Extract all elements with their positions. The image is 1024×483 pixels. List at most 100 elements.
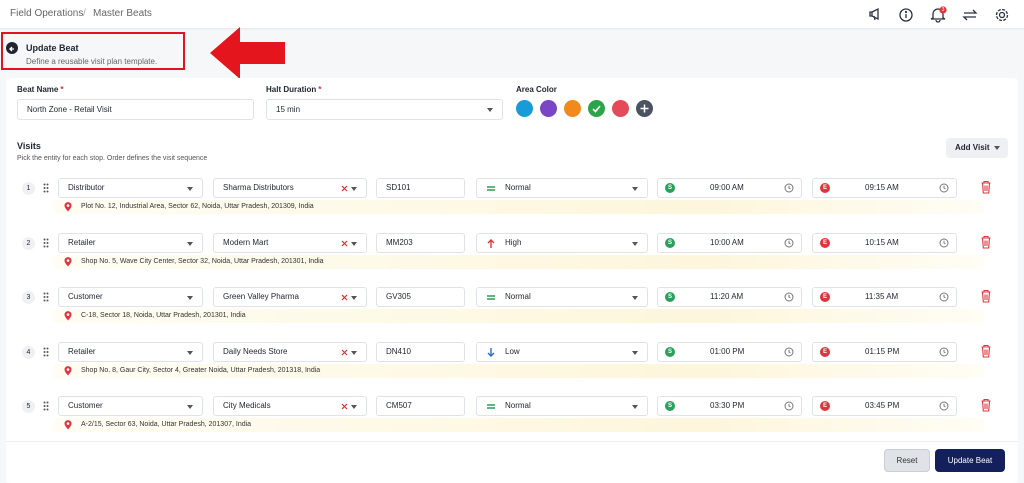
caret — [351, 350, 357, 355]
entity-select[interactable]: Green Valley Pharma — [213, 287, 367, 308]
section-title: Visits — [17, 141, 41, 151]
priority-select[interactable]: Low — [476, 341, 648, 362]
start-time[interactable]: S 10:00 AM — [657, 232, 802, 253]
drag-handle[interactable] — [43, 401, 49, 411]
priority-select[interactable]: Normal — [476, 396, 648, 417]
clock-icon[interactable] — [939, 401, 949, 411]
delete-icon-part — [981, 290, 991, 303]
select-value: Customer — [68, 292, 103, 302]
address-strip — [54, 200, 984, 214]
start-time[interactable]: S 11:20 AM — [657, 287, 802, 308]
end-time[interactable]: E 11:35 AM — [812, 287, 957, 308]
code-input[interactable]: GV305 — [376, 287, 465, 308]
entity-select[interactable]: Modern Mart — [213, 232, 367, 253]
clock-icon[interactable] — [784, 183, 794, 193]
delete-icon[interactable] — [980, 289, 992, 303]
color-swatch[interactable] — [564, 100, 581, 117]
time-badge: E — [820, 292, 830, 303]
clear-icon[interactable] — [341, 294, 348, 301]
clock-icon-part — [784, 292, 794, 302]
drag-handle[interactable] — [43, 292, 49, 302]
delete-icon[interactable] — [980, 235, 992, 249]
info-icon[interactable] — [899, 8, 913, 22]
delete-icon[interactable] — [980, 180, 992, 194]
start-time[interactable]: S 03:30 PM — [657, 396, 802, 417]
code-input[interactable]: MM203 — [376, 232, 465, 253]
clock-icon-part — [788, 349, 791, 354]
priority-icon — [487, 347, 495, 357]
divider — [6, 441, 1018, 442]
code-input[interactable]: CM507 — [376, 396, 465, 417]
select-value: Sharma Distributors — [223, 183, 294, 192]
priority-icon-part — [487, 186, 495, 191]
time-value: 03:30 PM — [710, 401, 745, 411]
add-color-button[interactable] — [636, 100, 653, 117]
clock-icon[interactable] — [784, 292, 794, 302]
type-select[interactable]: Distributor — [58, 178, 203, 198]
pin-icon — [64, 420, 72, 430]
code-input[interactable]: SD101 — [376, 178, 465, 198]
start-time[interactable]: S 09:00 AM — [657, 178, 802, 198]
back-button[interactable] — [6, 42, 18, 54]
delete-icon[interactable] — [980, 398, 992, 412]
clear-icon[interactable] — [341, 403, 348, 410]
type-select[interactable]: Retailer — [58, 232, 203, 253]
color-swatch[interactable] — [516, 100, 533, 117]
end-time[interactable]: E 03:45 PM — [812, 396, 957, 417]
end-time[interactable]: E 01:15 PM — [812, 341, 957, 362]
priority-select[interactable]: Normal — [476, 287, 648, 308]
select-value: City Medicals — [223, 401, 271, 411]
entity-select[interactable]: Daily Needs Store — [213, 341, 367, 362]
halt-duration-select[interactable]: 15 min — [266, 99, 503, 120]
drag-handle-part — [43, 401, 46, 404]
end-time[interactable]: E 10:15 AM — [812, 232, 957, 253]
caret — [351, 405, 357, 410]
clock-icon[interactable] — [939, 292, 949, 302]
address-strip — [54, 309, 984, 324]
priority-select[interactable]: Normal — [476, 178, 648, 198]
delete-icon-part — [981, 344, 991, 358]
clock-icon[interactable] — [784, 238, 794, 248]
entity-select[interactable]: City Medicals — [213, 396, 367, 417]
select-value: Daily Needs Store — [223, 346, 288, 356]
clock-icon[interactable] — [939, 183, 949, 193]
clear-icon[interactable] — [341, 185, 348, 192]
time-value: 03:45 PM — [865, 401, 900, 411]
delete-icon[interactable] — [980, 344, 992, 358]
clock-icon[interactable] — [784, 347, 794, 357]
clock-icon-part — [939, 183, 949, 193]
drag-handle[interactable] — [43, 347, 49, 357]
type-select[interactable]: Customer — [58, 396, 203, 417]
start-time[interactable]: S 01:00 PM — [657, 341, 802, 362]
add-visit-button[interactable]: Add Visit — [946, 138, 1008, 158]
type-select[interactable]: Retailer — [58, 341, 203, 362]
code-input[interactable]: DN410 — [376, 341, 465, 362]
clear-icon[interactable] — [341, 240, 348, 247]
drag-handle-part — [43, 350, 46, 353]
clock-icon-part — [939, 347, 949, 357]
settings-icon[interactable] — [998, 11, 1006, 19]
drag-handle[interactable] — [43, 238, 49, 248]
entity-select[interactable]: Sharma Distributors — [213, 178, 367, 198]
clear-icon-part — [341, 349, 348, 356]
toolbar-icons[interactable] — [868, 6, 1018, 24]
clock-icon[interactable] — [939, 347, 949, 357]
swap-icon[interactable] — [962, 9, 978, 21]
type-select[interactable]: Customer — [58, 287, 203, 308]
clock-icon[interactable] — [939, 238, 949, 248]
megaphone-icon[interactable] — [869, 7, 879, 21]
drag-handle-part — [43, 405, 46, 408]
color-swatch[interactable] — [612, 100, 629, 117]
clock-icon[interactable] — [784, 401, 794, 411]
end-time[interactable]: E 09:15 AM — [812, 178, 957, 198]
breadcrumb-item[interactable]: Field Operations — [10, 8, 84, 19]
clear-icon[interactable] — [341, 349, 348, 356]
drag-handle[interactable] — [43, 183, 49, 193]
reset-button[interactable]: Reset — [884, 449, 930, 472]
priority-select[interactable]: High — [476, 232, 648, 253]
update-button[interactable]: Update Beat — [935, 449, 1005, 472]
beat-name-input[interactable]: North Zone - Retail Visit — [17, 99, 254, 120]
color-swatch[interactable] — [588, 100, 605, 117]
color-swatch[interactable] — [540, 100, 557, 117]
